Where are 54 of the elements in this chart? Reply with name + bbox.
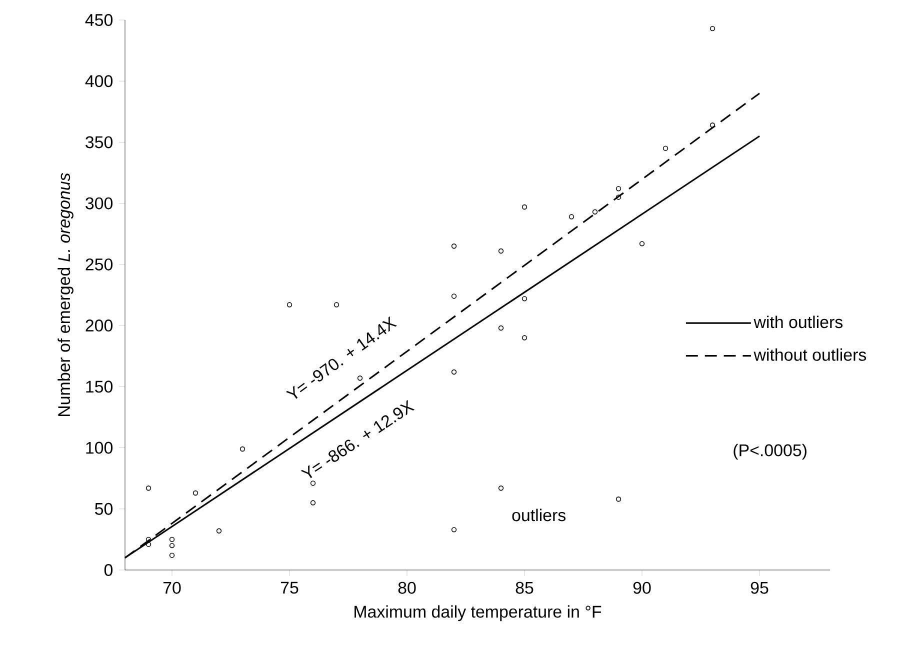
annotation: outliers [512,508,566,522]
point [146,486,152,491]
point [334,302,340,308]
point [286,302,292,308]
point [592,209,598,214]
x-tick-label: 85 [516,582,534,594]
point [192,490,198,496]
point [522,335,528,340]
point [357,376,363,381]
legend-label: with outliers [754,316,843,328]
point [639,241,645,246]
point [522,296,528,302]
point [616,194,622,200]
point [240,446,246,452]
y-tick-label: 150 [86,380,113,393]
x-tick-label: 90 [633,582,651,594]
point [310,480,316,486]
x-tick-label: 75 [280,582,298,594]
point [662,146,668,151]
point [451,369,457,375]
point [451,527,457,532]
y-tick-label: 350 [86,136,113,148]
point [710,26,716,32]
x-tick-label: 95 [750,582,768,594]
point [522,204,528,210]
point [451,294,457,299]
y-axis-title: Number of emerged L. oregonus [58,172,74,416]
y-tick-label: 250 [86,258,113,270]
point [169,552,175,558]
point [568,214,574,220]
point [498,248,504,254]
y-tick-label: 400 [85,75,113,88]
y-tick-label: 0 [104,564,113,576]
y-tick-label: 450 [85,14,113,26]
point [451,244,457,249]
point [616,496,622,502]
point [710,122,716,128]
point [310,500,316,506]
point [616,186,622,192]
y-tick-label: 100 [86,442,113,454]
y-tick-label: 300 [86,197,113,210]
x-tick-label: 70 [163,582,181,594]
point [216,528,222,534]
point [498,486,504,491]
point [498,325,504,331]
y-tick-label: 50 [95,502,113,515]
legend-label: without outliers [754,348,866,361]
x-tick-label: 80 [398,582,416,594]
point [169,542,175,548]
y-tick-label: 200 [86,320,113,332]
point [146,542,152,547]
annotation: (P<.0005) [734,444,806,460]
point [169,536,175,542]
x-axis-title: Maximum daily temperature in °F [354,605,602,622]
